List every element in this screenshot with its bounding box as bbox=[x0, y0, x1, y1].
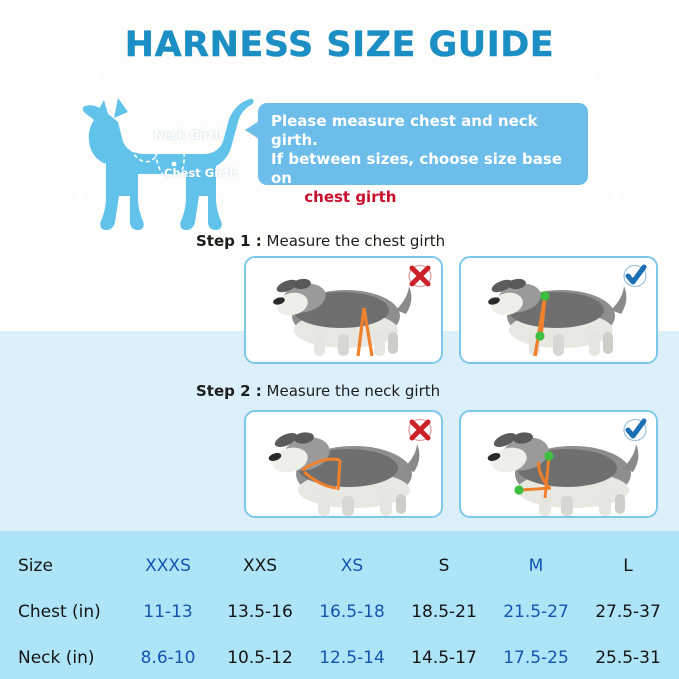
decorative-dot bbox=[46, 8, 50, 12]
cross-icon bbox=[408, 264, 432, 288]
table-header-cell: XS bbox=[340, 556, 364, 576]
decorative-dot bbox=[608, 152, 614, 158]
notice-line-1: Please measure chest and neck girth. bbox=[271, 112, 538, 150]
dog-silhouette-icon bbox=[82, 98, 254, 230]
notice-line-3: the chest girth. bbox=[271, 188, 575, 207]
table-cell: 11-13 bbox=[143, 602, 193, 622]
decorative-dot bbox=[122, 0, 126, 4]
decorative-dot bbox=[80, 152, 86, 158]
page-title: HARNESS SIZE GUIDE bbox=[124, 25, 555, 65]
notice-line-2: If between sizes, choose size base on bbox=[271, 150, 562, 188]
decorative-dot bbox=[613, 212, 619, 218]
table-row: Size XXXS XXS XS S M L bbox=[0, 543, 679, 589]
check-icon bbox=[623, 418, 647, 442]
dog-photo-chest-right bbox=[461, 258, 656, 362]
panel-neck-right bbox=[459, 410, 658, 518]
decorative-dot bbox=[83, 132, 91, 140]
table-row: Chest (in) 11-13 13.5-16 16.5-18 18.5-21 21.5… bbox=[0, 589, 679, 635]
neck-girth-label: Neck Girth bbox=[154, 128, 223, 142]
step-1-text: Measure the chest girth bbox=[261, 232, 446, 250]
notice-line-3-post: . bbox=[396, 188, 403, 207]
table-cell: 10.5-12 bbox=[227, 648, 293, 668]
notice-line-3-pre: the bbox=[271, 188, 305, 207]
measurement-notice-bubble: Please measure chest and neck girth. If … bbox=[245, 103, 588, 206]
dog-photo-chest-wrong bbox=[246, 258, 441, 362]
table-cell: 18.5-21 bbox=[411, 602, 477, 622]
step-2-label: Step 2 : bbox=[196, 382, 262, 400]
decorative-dot bbox=[560, 16, 568, 24]
decorative-dot bbox=[94, 72, 102, 80]
step-2-heading: Step 2 : Measure the neck girth bbox=[196, 382, 440, 400]
decorative-dot bbox=[614, 232, 620, 238]
paw-print-icon bbox=[18, 61, 48, 94]
step-2-text: Measure the neck girth bbox=[261, 382, 441, 400]
decorative-dot bbox=[612, 192, 620, 200]
decorative-dot bbox=[601, 112, 607, 118]
panel-chest-wrong bbox=[244, 256, 443, 364]
table-cell: 21.5-27 bbox=[503, 602, 569, 622]
table-header-cell: L bbox=[623, 556, 633, 576]
table-cell: 25.5-31 bbox=[595, 648, 661, 668]
check-icon bbox=[623, 264, 647, 288]
table-cell: 27.5-37 bbox=[595, 602, 661, 622]
decorative-dot bbox=[605, 132, 613, 140]
step-1-label: Step 1 : bbox=[196, 232, 262, 250]
table-row-label: Chest (in) bbox=[18, 602, 101, 622]
table-cell: 14.5-17 bbox=[411, 648, 477, 668]
dog-photo-neck-wrong bbox=[246, 412, 441, 516]
table-cell: 16.5-18 bbox=[319, 602, 385, 622]
table-cell: 12.5-14 bbox=[319, 648, 385, 668]
notice-highlight-chest-girth: chest girth bbox=[304, 188, 397, 207]
table-header-cell: XXS bbox=[242, 556, 278, 576]
decorative-dot bbox=[90, 92, 96, 98]
table-cell: 17.5-25 bbox=[503, 648, 569, 668]
table-header-cell: XXXS bbox=[145, 556, 191, 576]
size-table: Size XXXS XXS XS S M L Chest (in) 11-13 13.5-16 16… bbox=[0, 531, 679, 679]
table-header-cell: M bbox=[528, 556, 544, 576]
decorative-dot bbox=[76, 192, 84, 200]
decorative-dot bbox=[108, 36, 114, 42]
dog-photo-neck-right bbox=[461, 412, 656, 516]
decorative-dot bbox=[596, 92, 602, 98]
table-cell: 13.5-16 bbox=[227, 602, 293, 622]
table-row-label: Size bbox=[18, 556, 53, 576]
decorative-dot bbox=[650, 22, 654, 26]
decorative-dot bbox=[636, 8, 641, 13]
decorative-dot bbox=[582, 52, 588, 58]
table-row: Neck (in) 8.6-10 10.5-12 12.5-14 14.5-17 17.5… bbox=[0, 635, 679, 679]
dog-silhouette-diagram: Neck Girth Chest Girth bbox=[58, 78, 268, 238]
decorative-dot bbox=[590, 72, 598, 80]
decorative-dot bbox=[118, 18, 126, 26]
background-table-band bbox=[0, 531, 679, 679]
decorative-dot bbox=[100, 54, 106, 60]
decorative-dot bbox=[150, 6, 154, 10]
chest-girth-label: Chest Girth bbox=[164, 166, 238, 180]
step-1-heading: Step 1 : Measure the chest girth bbox=[196, 232, 445, 250]
decorative-dot bbox=[572, 34, 578, 40]
panel-neck-wrong bbox=[244, 410, 443, 518]
panel-chest-right bbox=[459, 256, 658, 364]
table-header-cell: S bbox=[438, 556, 450, 576]
table-row-label: Neck (in) bbox=[18, 648, 95, 668]
decorative-dot bbox=[610, 172, 616, 178]
decorative-dot bbox=[78, 172, 84, 178]
cross-icon bbox=[408, 418, 432, 442]
table-cell: 8.6-10 bbox=[140, 648, 196, 668]
